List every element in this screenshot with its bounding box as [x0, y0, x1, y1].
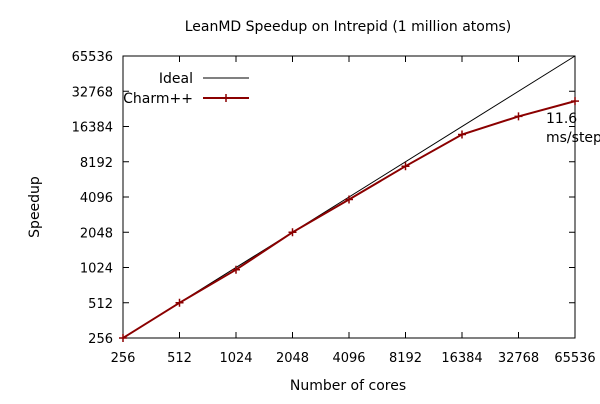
x-tick-label-2: 1024 [219, 351, 252, 366]
y-tick-label-3: 2048 [80, 226, 113, 241]
x-tick-label-1: 512 [167, 351, 192, 366]
series-charm--point-5 [401, 162, 410, 171]
y-tick-label-2: 1024 [80, 262, 113, 277]
series-charm--point-1 [175, 298, 184, 307]
x-tick-label-4: 4096 [332, 351, 365, 366]
series-charm--line [122, 100, 576, 339]
series-charm--point-7 [514, 112, 523, 121]
x-tick-label-8: 65536 [554, 351, 595, 366]
y-axis-label: Speedup [27, 176, 43, 238]
series-lines [119, 55, 579, 342]
x-tick-label-5: 8192 [389, 351, 422, 366]
y-tick-label-5: 8192 [80, 156, 113, 171]
annotation-0-line2: ms/step [546, 130, 600, 146]
x-axis-label: Number of cores [290, 378, 406, 394]
y-tick-label-6: 16384 [72, 121, 113, 136]
y-tick-label-7: 32768 [72, 85, 113, 100]
series-charm--point-2 [232, 265, 240, 274]
annotation-0-line1: 11.6 [546, 111, 577, 127]
legend: Ideal Charm++ [123, 71, 249, 107]
annotations: 11.6 ms/step [546, 111, 600, 146]
y-tick-label-0: 256 [88, 332, 113, 347]
series-charm--point-0 [119, 334, 127, 342]
legend-charm--marker [222, 94, 230, 102]
x-tick-label-0: 256 [111, 351, 136, 366]
y-tick-label-1: 512 [88, 297, 113, 312]
axes: 256 512 1024 2048 4096 8192 16384 32768 65536 256… [72, 50, 596, 366]
y-tick-label-4: 4096 [80, 191, 113, 206]
x-tick-label-6: 16384 [441, 351, 482, 366]
series-charm--point-8 [571, 97, 579, 106]
legend-ideal-label: Ideal [159, 71, 193, 87]
x-tick-label-3: 2048 [276, 351, 309, 366]
y-tick-label-8: 65536 [72, 50, 113, 65]
legend-charm--label: Charm++ [123, 91, 193, 107]
chart-title: LeanMD Speedup on Intrepid (1 million at… [185, 19, 512, 35]
series-charm--point-6 [458, 130, 466, 139]
x-tick-label-7: 32768 [498, 351, 539, 366]
series-charm--point-3 [288, 228, 297, 237]
series-charm--point-4 [345, 195, 353, 204]
